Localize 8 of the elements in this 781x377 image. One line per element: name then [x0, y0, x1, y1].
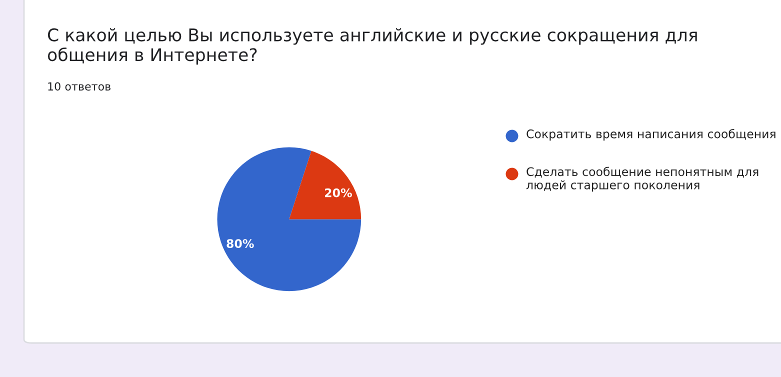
- chart-title: С какой целью Вы используете английские и русские сокращения для общения в Интернете?: [48, 28, 697, 65]
- legend-label: Сократить время написания сообщения: [526, 129, 776, 141]
- legend-label: Сделать сообщение непонятным для людей старшего поколения: [526, 166, 758, 192]
- data-label: 80%: [226, 239, 254, 248]
- text: 10 ответов: [48, 82, 110, 91]
- pie-slice: [217, 147, 362, 292]
- pie-slice: [289, 150, 362, 220]
- data-label: 20%: [325, 188, 352, 198]
